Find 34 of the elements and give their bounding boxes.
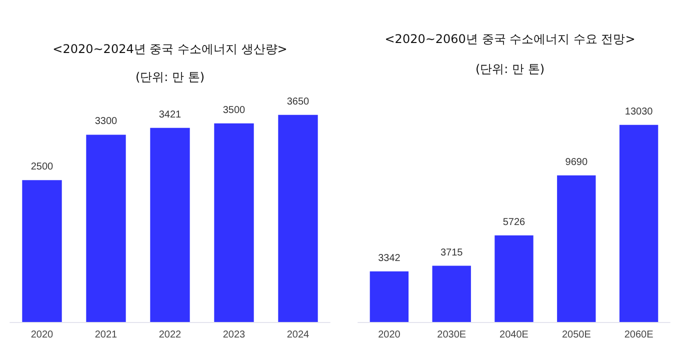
- bar: [278, 114, 318, 322]
- data-label: 3650: [286, 96, 310, 108]
- chart-subtitle: (단위: 만 톤): [135, 70, 205, 84]
- chart-title: <2020~2060년 중국 수소에너지 수요 전망>: [384, 32, 636, 46]
- data-label: 2500: [30, 162, 54, 173]
- bar: [619, 124, 658, 322]
- bar: [86, 134, 126, 322]
- bar: [22, 180, 62, 322]
- bar: [494, 235, 534, 322]
- data-label: 9690: [565, 156, 588, 168]
- x-tick-label: 2021: [94, 330, 118, 340]
- x-tick-label: 2020: [30, 330, 54, 340]
- data-label: 3342: [378, 252, 401, 264]
- data-label: 5726: [502, 216, 526, 228]
- x-tick-label: 2040E: [500, 330, 529, 340]
- bar: [214, 123, 254, 322]
- x-tick-label: 2023: [222, 330, 246, 340]
- data-label: 13030: [624, 106, 654, 118]
- data-label: 3421: [158, 109, 182, 120]
- x-tick-label: 2060E: [624, 330, 654, 340]
- data-label: 3500: [222, 104, 246, 116]
- bar: [557, 175, 596, 322]
- chart-title: <2020~2024년 중국 수소에너지 생산량>: [52, 42, 288, 56]
- data-label: 3715: [440, 247, 464, 258]
- x-tick-label: 2024: [286, 330, 310, 340]
- x-tick-label: 2050E: [562, 330, 592, 340]
- chart-subtitle: (단위: 만 톤): [475, 62, 545, 76]
- x-tick-label: 2020: [378, 330, 401, 340]
- bar: [370, 271, 409, 322]
- bar: [150, 128, 190, 322]
- bar: [432, 266, 471, 322]
- x-tick-label: 2030E: [437, 330, 466, 340]
- x-tick-label: 2022: [158, 330, 182, 340]
- data-label: 3300: [94, 116, 118, 128]
